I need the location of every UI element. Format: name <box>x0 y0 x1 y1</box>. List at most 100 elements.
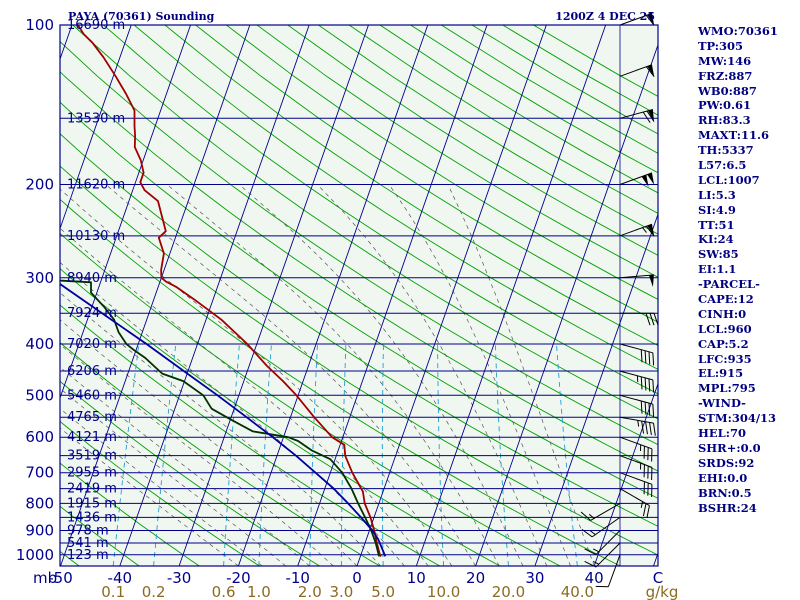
wind-barb <box>619 223 655 237</box>
mixing-ratio-label: 0.6 <box>212 583 236 600</box>
temperature-tick-label: -40 <box>108 569 133 587</box>
wind-barb <box>619 274 654 287</box>
mixing-ratio-label: 20.0 <box>492 583 525 600</box>
isotherm <box>415 25 607 566</box>
temperature-tick-label: 30 <box>525 569 544 587</box>
wind-barb <box>619 472 653 497</box>
isotherm <box>297 25 488 566</box>
moist-adiabat <box>60 366 310 566</box>
moist-adiabat <box>60 408 263 566</box>
dry-adiabat <box>195 25 658 323</box>
index-item: SI:4.9 <box>698 202 736 217</box>
moist-adiabat <box>60 427 239 566</box>
temperature-tick-label: -10 <box>285 569 310 587</box>
dry-adiabat <box>103 25 658 395</box>
index-item: CAPE:12 <box>698 292 754 307</box>
moist-adiabat <box>60 188 453 566</box>
mixing-ratio-label: 3.0 <box>329 583 353 600</box>
height-label: 5460 m <box>67 388 117 403</box>
moist-adiabat <box>60 387 287 566</box>
height-label: 8940 m <box>67 271 117 286</box>
height-label: 3519 m <box>67 449 117 464</box>
pressure-unit-label: mb <box>33 569 57 587</box>
wind-barb <box>619 64 655 77</box>
mixing-ratio-line <box>381 343 384 566</box>
wind-barb <box>619 109 655 123</box>
index-item: CAP:5.2 <box>698 336 749 351</box>
pressure-tick-label: 500 <box>25 386 54 404</box>
isotherm <box>593 382 658 566</box>
isotherm <box>534 212 658 566</box>
index-item: EHI:0.0 <box>698 470 748 485</box>
isotherm <box>60 25 191 400</box>
wind-barb <box>619 394 655 417</box>
mixing-ratio-line <box>556 343 578 566</box>
pressure-tick-label: 700 <box>25 464 54 482</box>
wind-barb <box>580 502 621 521</box>
dewpoint-trace <box>60 279 381 557</box>
index-item: LCL:1007 <box>698 172 760 187</box>
height-label: 4765 m <box>67 410 117 425</box>
sounding-traces <box>60 25 387 557</box>
indices-panel: WMO:70361 TP:305 MW:146 FRZ:887 WB0:887 PW:0.… <box>698 24 778 515</box>
height-label: 978 m <box>67 524 109 539</box>
wind-barb <box>595 554 621 588</box>
isotherm <box>60 25 251 566</box>
index-item: SHR+:0.0 <box>698 440 761 455</box>
mixing-ratio-label: 1.0 <box>247 583 271 600</box>
mixing-ratio-line <box>340 343 347 566</box>
wind-barb <box>584 530 621 555</box>
moist-adiabat <box>447 184 595 566</box>
index-item: MAXT:11.6 <box>698 128 769 143</box>
moist-adiabat <box>60 319 358 566</box>
dry-adiabat <box>60 198 621 566</box>
wind-column-label: C <box>653 569 663 587</box>
index-item: BRN:0.5 <box>698 485 752 500</box>
mixing-ratio-line <box>258 343 272 566</box>
isotherm <box>60 25 132 230</box>
dry-adiabat <box>0 25 19 566</box>
dry-adiabat <box>60 101 658 499</box>
dry-adiabat <box>60 71 658 472</box>
plot-frame <box>59 24 659 567</box>
mixing-ratio-label: 5.0 <box>371 583 395 600</box>
mixing-ratio-line <box>437 343 445 566</box>
dry-adiabat <box>72 25 658 420</box>
moist-adiabat <box>105 184 476 566</box>
height-label: 7924 m <box>67 306 117 321</box>
temperature-tick-label: -20 <box>226 569 251 587</box>
moist-adiabat <box>388 184 571 566</box>
index-item: SRDS:92 <box>698 455 755 470</box>
temperature-tick-label: -50 <box>48 569 73 587</box>
temperature-tick-label: 0 <box>352 569 362 587</box>
dry-adiabat <box>164 25 658 347</box>
mixing-ratio-label: 40.0 <box>561 583 594 600</box>
moist-adiabat <box>60 227 429 566</box>
index-item: CINH:0 <box>698 306 747 321</box>
dry-adiabat <box>60 268 501 566</box>
wind-barb <box>619 488 650 519</box>
dry-adiabat <box>287 25 658 256</box>
index-item: L57:6.5 <box>698 158 747 173</box>
mixing-ratio-label: 10.0 <box>427 583 460 600</box>
wind-barb <box>581 516 621 538</box>
index-item: TP:305 <box>698 38 744 53</box>
dry-adiabat <box>60 304 441 566</box>
mixing-ratio-line <box>494 343 509 566</box>
dry-adiabat <box>60 41 658 446</box>
pressure-tick-label: 1000 <box>16 546 54 564</box>
isotherm <box>237 25 429 566</box>
mixing-ratio-label: 0.2 <box>142 583 166 600</box>
wind-barb <box>619 416 656 436</box>
chart-title-time: 1200Z 4 DEC 25 <box>555 10 655 23</box>
height-label: 2955 m <box>67 466 117 481</box>
index-item: PW:0.61 <box>698 98 752 113</box>
moist-adiabat <box>166 184 500 566</box>
pressure-tick-label: 600 <box>25 428 54 446</box>
temperature-tick-label: 20 <box>466 569 485 587</box>
dry-adiabat <box>133 25 658 370</box>
index-item: WMO:70361 <box>698 24 778 38</box>
pressure-tick-label: 100 <box>25 16 54 34</box>
parcel-trace <box>60 282 387 557</box>
